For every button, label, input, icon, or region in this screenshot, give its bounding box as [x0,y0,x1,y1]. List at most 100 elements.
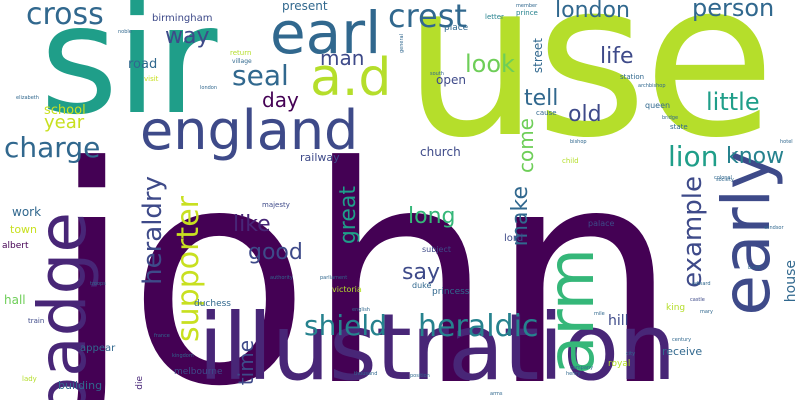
word-cross: cross [26,0,104,32]
word-present: present [282,0,328,13]
word-seal: seal [232,59,289,92]
word-open: open [436,73,466,87]
word-windsor: windsor [764,225,784,231]
word-example: example [678,176,708,288]
word-hall: hall [4,293,26,307]
word-receive: receive [662,345,703,358]
word-mary: mary [700,309,713,315]
word-company: company [570,365,594,371]
word-royal: royal [608,359,631,369]
word-town: town [10,223,38,236]
word-place: place [444,23,469,33]
word-city: city [626,351,636,357]
word-colonel: colonel [714,175,732,181]
word-school: school [44,103,86,118]
word-know: know [726,144,785,169]
word-good: good [248,240,303,265]
word-arms: arms [490,391,503,397]
word-village: village [232,58,252,65]
word-train: train [28,317,45,325]
word-english: english [352,307,370,313]
word-mile: mile [594,311,605,317]
word-supporter: supporter [171,196,206,342]
word-man: man [320,46,365,70]
word-henry: henry [566,371,581,377]
word-say: say [402,260,440,285]
word-state: state [670,123,688,131]
word-authority: authority [270,275,293,281]
word-noble: noble [118,29,132,35]
word-kingdom: kingdom [172,353,194,359]
word-parliament: parliament [320,275,348,281]
word-illustration: illustration [198,294,676,400]
word-john: john [50,103,679,400]
word-year: year [44,112,85,133]
word-subject: subject [422,245,451,254]
word-prince: prince [516,9,538,17]
word-king: king [666,303,686,313]
word-time: time [234,340,258,386]
word-majesty: majesty [262,201,290,209]
word-church: church [420,145,461,159]
word-badge: badge [24,212,101,400]
word-albert: albert [2,241,29,251]
word-duke: duke [412,281,432,290]
word-day: day [262,88,299,112]
word-shield: shield [304,309,387,342]
word-crest: crest [388,0,467,35]
word-earl: earl [270,0,382,67]
word-a-d: a.d [310,48,392,108]
word-life: life [600,44,634,69]
word-heraldic: heraldic [418,309,539,344]
word-century: century [672,337,692,343]
word-long: long [408,204,456,229]
word-archbishop: archbishop [638,83,666,89]
word-elizabeth: elizabeth [16,95,39,101]
word-die: die [135,376,145,390]
word-palace: palace [588,219,615,228]
word-london: london [555,0,630,23]
word-general: general [399,34,405,54]
word-lady: lady [22,375,37,383]
word-work: work [12,205,42,219]
word-station: station [620,73,645,81]
word-france: france [154,333,170,339]
word-sir: sir [40,0,217,148]
word-street: street [531,38,545,74]
word-princess: princess [432,287,470,297]
word-society: society [716,177,734,183]
word-building: building [58,379,103,392]
word-build: build [748,265,761,271]
word-railway: railway [300,151,340,164]
word-troops: troops [90,281,106,287]
word-old: old [568,102,602,127]
word-member: member [516,3,538,9]
word-birmingham: birmingham [152,13,213,24]
word-cause: cause [536,109,557,117]
word-way: way [165,24,210,49]
word-little: little [706,88,760,116]
word-thousand: thousand [354,371,378,377]
word-london-small: london [200,85,218,91]
word-child: child [562,157,579,165]
word-bishop: bishop [570,139,587,145]
word-south: south [430,71,444,77]
word-look: look [465,50,515,78]
word-like: like [233,212,271,237]
word-person: person [692,0,775,22]
word-house: house [783,260,799,303]
word-duchess: duchess [194,299,231,309]
word-melbourne: melbourne [174,367,223,377]
word-charge: charge [4,131,101,164]
word-great: great [336,186,361,245]
word-return: return [230,49,252,57]
word-use: use [403,0,776,185]
word-bridge: bridge [662,115,679,121]
word-castle: castle [690,297,705,303]
word-visit: visit [144,75,159,83]
word-heraldry: heraldry [138,176,168,285]
word-come: come [514,118,538,174]
word-hill: hill [608,313,629,329]
word-road: road [128,57,158,72]
